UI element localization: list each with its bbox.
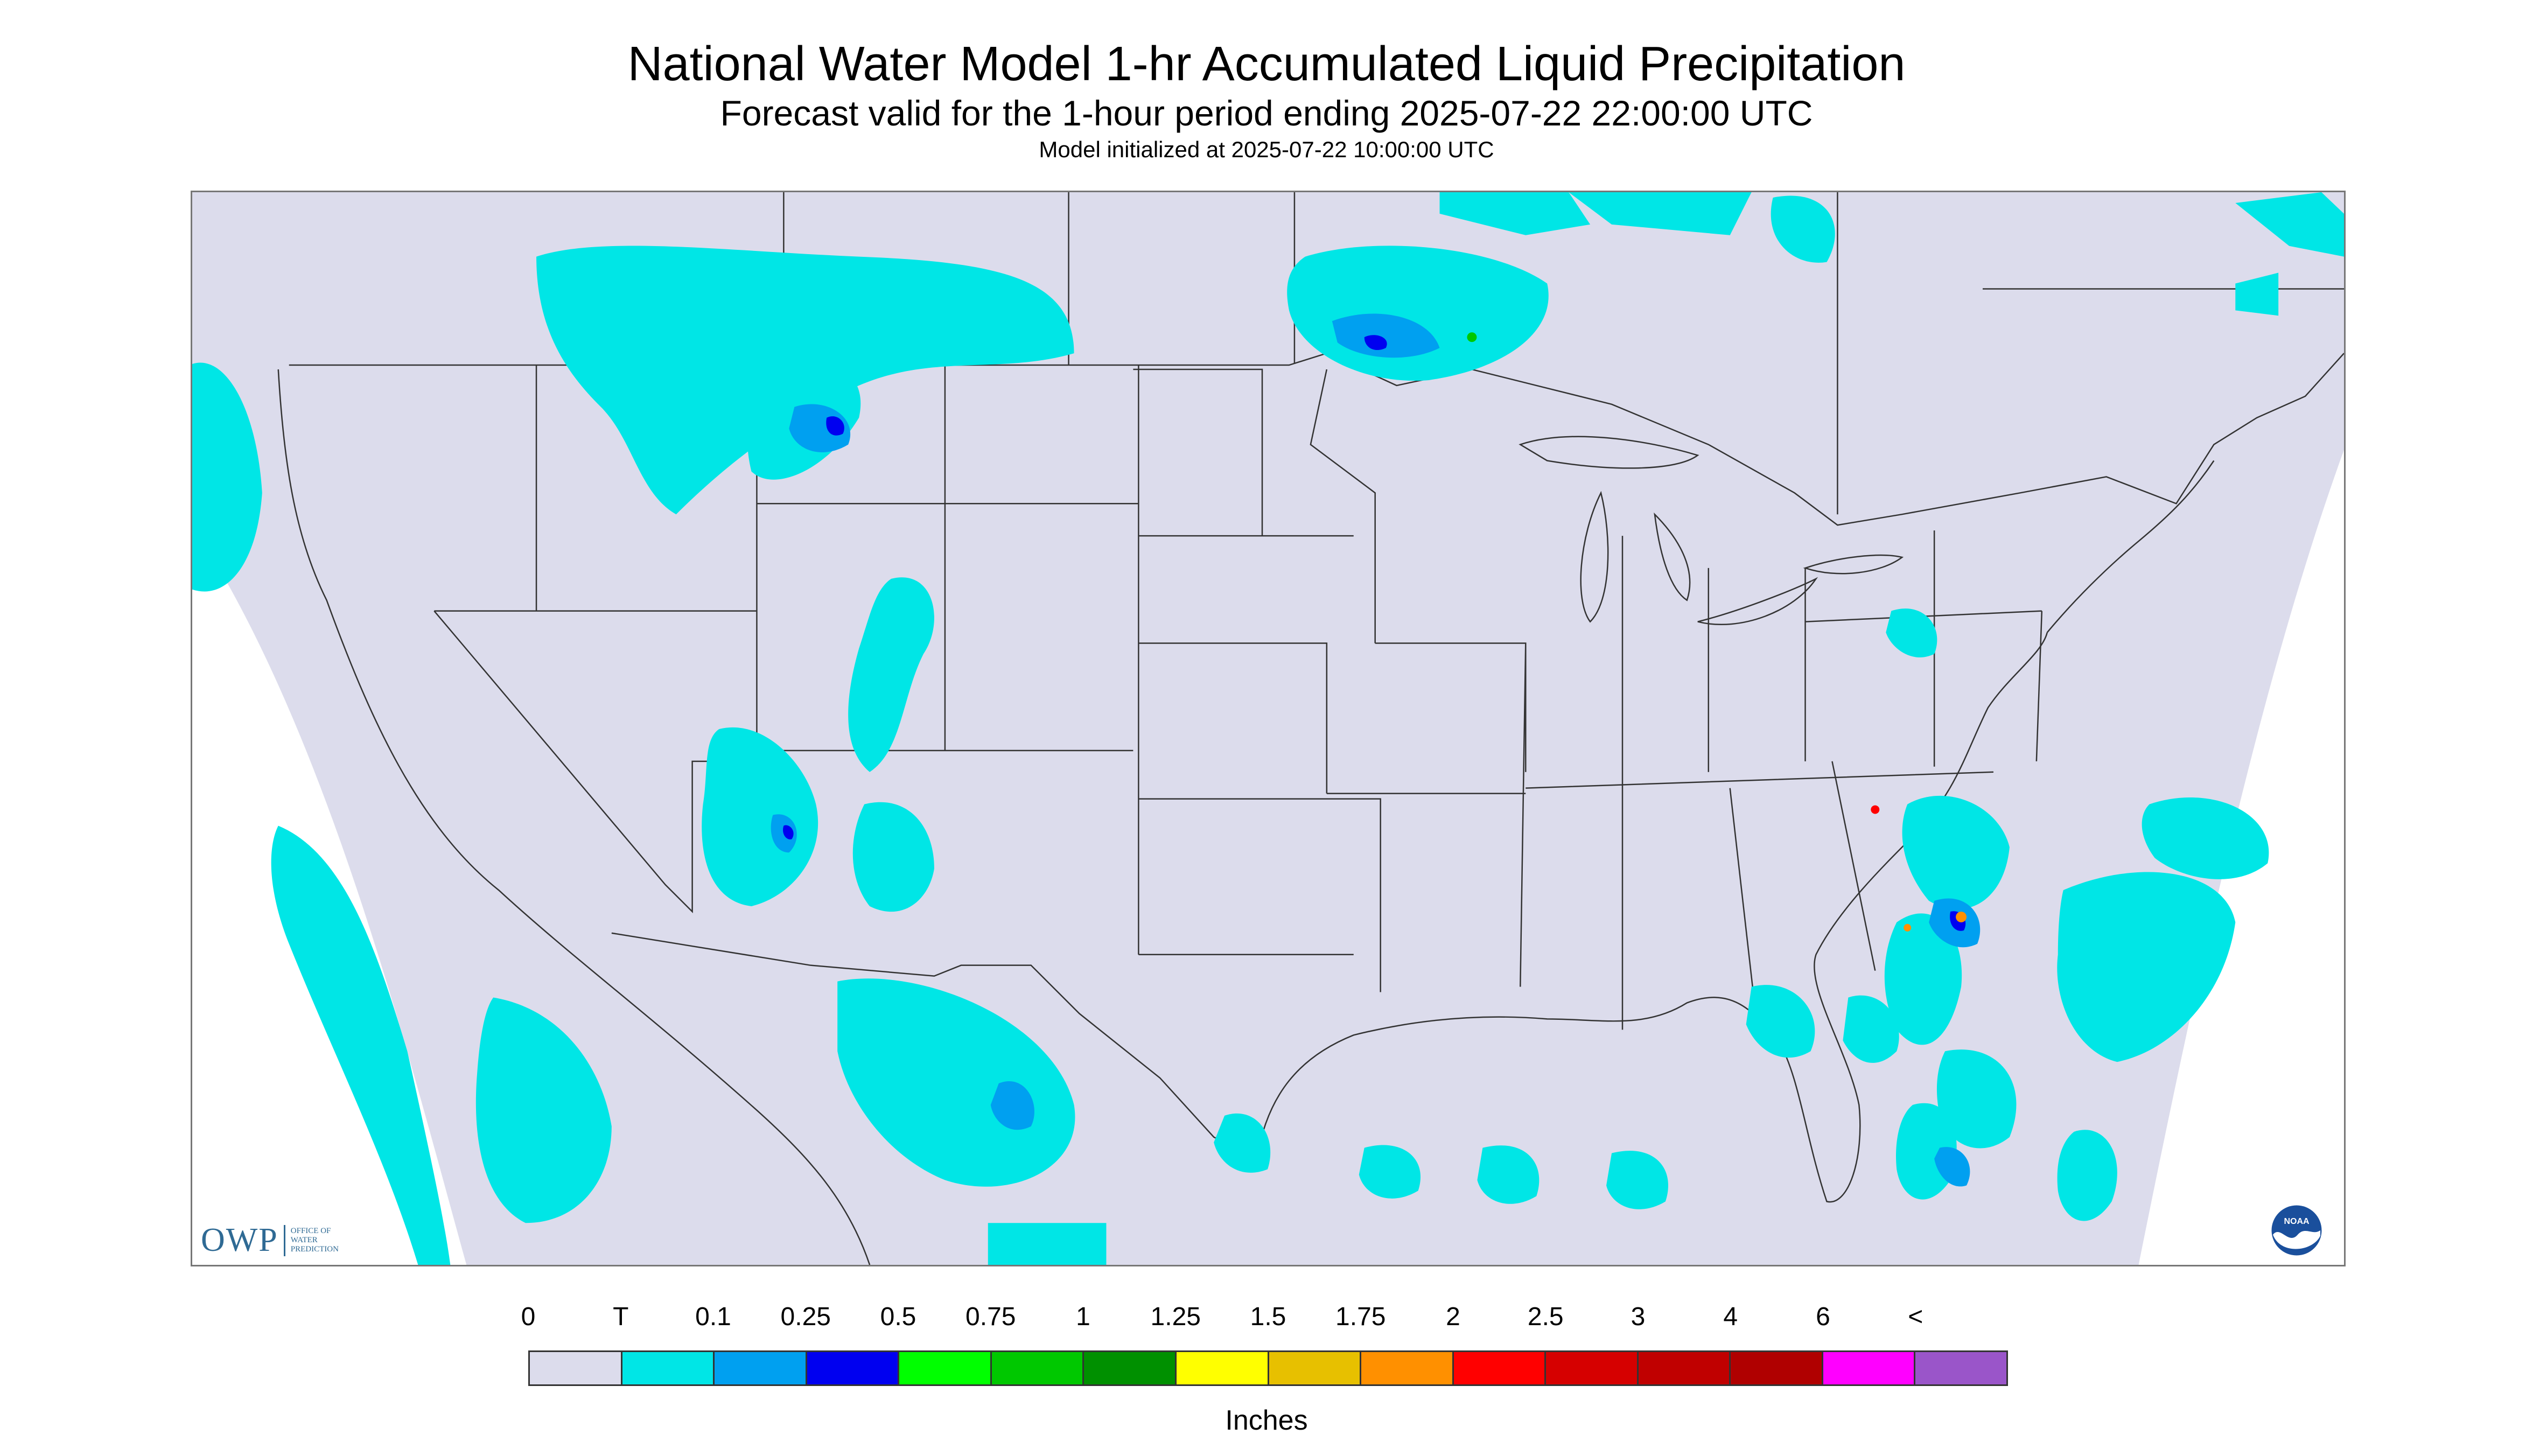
us-canada-border [289, 352, 2344, 526]
noaa-logo-text: NOAA [2284, 1217, 2310, 1226]
legend-swatch [1823, 1352, 1916, 1384]
owp-logo-divider [283, 1224, 285, 1256]
legend-swatch [1731, 1352, 1823, 1384]
legend-label: 6 [1816, 1303, 1830, 1331]
legend-label: 0 [521, 1303, 536, 1331]
map-title: National Water Model 1-hr Accumulated Li… [627, 37, 1906, 91]
owp-line-1: OFFICE OF [290, 1227, 331, 1235]
precip-trace-areas [192, 192, 2344, 1265]
legend-swatch [715, 1352, 807, 1384]
legend-label: 0.75 [965, 1303, 1016, 1331]
legend-label: 1.5 [1250, 1303, 1286, 1331]
legend-label: 2 [1446, 1303, 1460, 1331]
map-subtitle: Forecast valid for the 1-hour period end… [720, 93, 1813, 133]
legend-label: 3 [1631, 1303, 1646, 1331]
owp-line-2: WATER [290, 1236, 318, 1244]
owp-line-3: PREDICTION [290, 1245, 339, 1254]
legend-swatch [899, 1352, 992, 1384]
pacific-coastline [277, 369, 871, 1265]
model-init-text: Model initialized at 2025-07-22 10:00:00… [1039, 137, 1494, 162]
legend-label: 4 [1723, 1303, 1738, 1331]
legend-swatch [807, 1352, 900, 1384]
legend-label: 1 [1076, 1303, 1090, 1331]
precipitation-map: OWP OFFICE OF WATER PREDICTION NOAA [191, 191, 2346, 1266]
legend-label: 0.25 [780, 1303, 831, 1331]
legend-swatch [622, 1352, 715, 1384]
state-lines [433, 365, 2043, 1030]
precip-heavy-cells [1467, 332, 1967, 932]
map-canvas [192, 192, 2344, 1265]
legend-swatch [1546, 1352, 1639, 1384]
legend-swatch [1176, 1352, 1269, 1384]
legend-label: 1.25 [1150, 1303, 1201, 1331]
noaa-logo-icon: NOAA [2270, 1203, 2324, 1257]
legend-units: Inches [1225, 1405, 1308, 1436]
political-borders [277, 192, 2344, 1265]
legend-labels: 0 T 0.1 0.25 0.5 0.75 1 1.25 1.5 1.75 2 2.5 3 4 6 < [0, 1302, 2533, 1340]
legend-swatch [530, 1352, 622, 1384]
legend-label: 0.5 [880, 1303, 916, 1331]
owp-logo: OWP OFFICE OF WATER PREDICTION [201, 1221, 339, 1259]
legend-label: 0.1 [695, 1303, 731, 1331]
atlantic-coastline [2046, 460, 2215, 633]
legend-swatch [1453, 1352, 1547, 1384]
legend-swatch [1084, 1352, 1177, 1384]
legend-label: 2.5 [1527, 1303, 1564, 1331]
legend-swatch [1361, 1352, 1454, 1384]
legend-swatch [1915, 1352, 2006, 1384]
owp-logo-subtext: OFFICE OF WATER PREDICTION [291, 1227, 339, 1254]
us-mexico-border [611, 932, 1257, 1159]
legend-colorbar [528, 1350, 2008, 1386]
great-lakes [1519, 436, 1904, 626]
owp-logo-mark: OWP [201, 1222, 278, 1258]
legend-swatch [1638, 1352, 1731, 1384]
legend-label: 1.75 [1335, 1303, 1386, 1331]
legend-swatch [1269, 1352, 1362, 1384]
legend-label: < [1908, 1303, 1923, 1331]
legend-label: T [613, 1303, 629, 1331]
legend-swatch [991, 1352, 1084, 1384]
